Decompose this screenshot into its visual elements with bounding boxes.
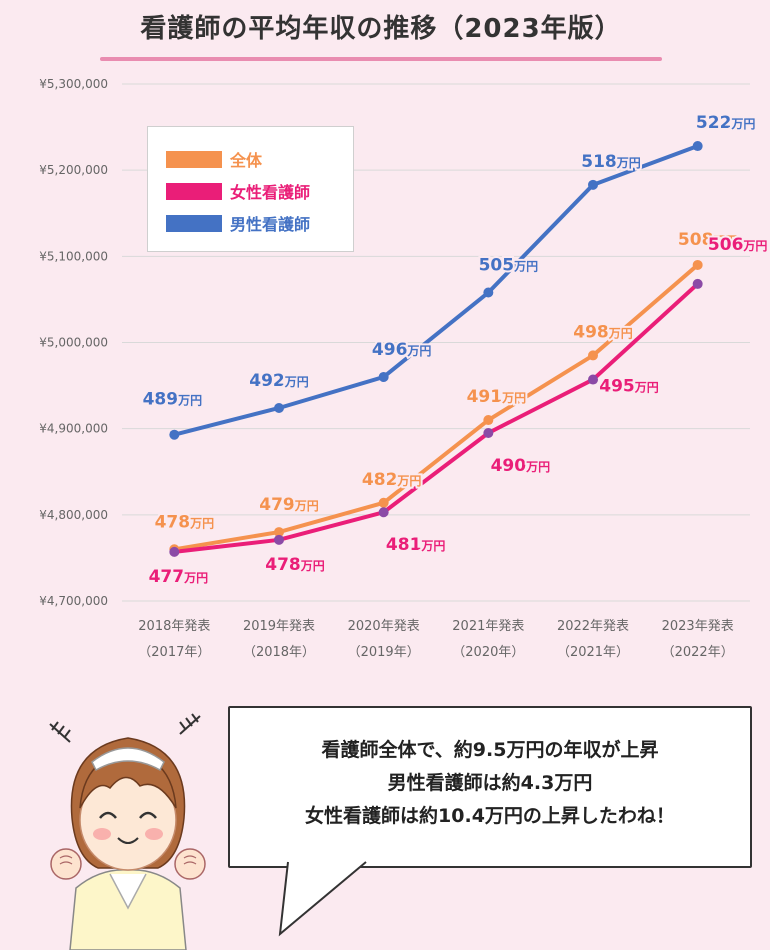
- x-tick-label: （2022年）: [662, 645, 734, 660]
- x-tick-label: 2021年発表: [452, 619, 524, 634]
- data-label-male: 489万円: [143, 390, 203, 410]
- y-tick-label: ¥5,200,000: [39, 163, 108, 177]
- data-label-female: 495万円: [599, 377, 659, 397]
- x-tick-label: 2019年発表: [243, 619, 315, 634]
- data-point-male: [274, 402, 284, 413]
- data-point-male: [588, 179, 598, 190]
- x-tick-label: （2019年）: [348, 645, 420, 660]
- legend-swatch-female: [166, 182, 222, 200]
- data-point-male: [483, 287, 494, 298]
- bubble-line-1: 看護師全体で、約9.5万円の年収が上昇: [321, 739, 659, 761]
- y-tick-label: ¥4,700,000: [39, 594, 108, 608]
- data-labels: 478万円 479万円 482万円 491万円 498万円 508万円 477万円 478万円…: [141, 111, 770, 589]
- legend: 全体 女性看護師 男性看護師: [147, 126, 354, 252]
- series-line-male: [173, 144, 699, 437]
- title-underline: [100, 57, 662, 61]
- bubble-line-2: 男性看護師は約4.3万円: [387, 772, 593, 794]
- legend-item-female: 女性看護師: [166, 179, 310, 203]
- y-axis-ticks: ¥4,700,000 ¥4,800,000 ¥4,900,000 ¥5,000,000…: [39, 77, 108, 608]
- data-point-overall: [588, 350, 598, 361]
- data-label-overall: 482万円: [362, 470, 422, 490]
- speech-bubble-tail: [278, 860, 367, 937]
- y-tick-label: ¥4,900,000: [39, 422, 108, 436]
- chart-title: 看護師の平均年収の推移（2023年版）: [140, 14, 622, 44]
- x-tick-label: 2023年発表: [662, 619, 734, 634]
- y-tick-label: ¥5,100,000: [39, 249, 108, 263]
- data-point-male: [692, 141, 703, 152]
- speech-bubble: 看護師全体で、約9.5万円の年収が上昇 男性看護師は約4.3万円 女性看護師は約…: [228, 706, 752, 868]
- series-points: [169, 141, 703, 557]
- legend-item-male: 男性看護師: [166, 211, 310, 235]
- series-lines: [173, 144, 700, 554]
- legend-label-overall: 全体: [230, 151, 263, 170]
- y-tick-label: ¥4,800,000: [39, 508, 108, 522]
- data-label-female: 490万円: [491, 456, 551, 476]
- data-label-female: 481万円: [386, 535, 446, 555]
- data-point-overall: [483, 415, 494, 426]
- x-tick-label: （2021年）: [557, 645, 629, 660]
- nurse-illustration: [49, 713, 206, 950]
- data-point-female: [274, 534, 284, 545]
- data-label-overall: 478万円: [155, 512, 215, 532]
- series-line-overall: [174, 263, 699, 552]
- data-label-female: 478万円: [265, 555, 325, 575]
- series-line-female: [174, 282, 700, 554]
- data-label-female: 477万円: [149, 567, 209, 587]
- x-tick-label: （2017年）: [138, 645, 210, 660]
- data-label-overall: 491万円: [467, 387, 527, 407]
- data-label-male: 518万円: [581, 152, 641, 172]
- data-point-overall: [274, 527, 284, 538]
- line-chart: ¥4,700,000 ¥4,800,000 ¥4,900,000 ¥5,000,000…: [39, 77, 770, 660]
- data-label-overall: 479万円: [259, 495, 319, 515]
- data-label-female: 506万円: [708, 235, 768, 255]
- data-point-overall: [692, 259, 703, 270]
- bubble-line-3: 女性看護師は約10.4万円の上昇したわね！: [305, 805, 675, 827]
- data-label-overall: 508万円: [678, 230, 738, 250]
- x-tick-label: （2020年）: [452, 645, 524, 660]
- data-point-female: [378, 507, 389, 518]
- data-point-female: [169, 546, 180, 557]
- data-point-female: [588, 374, 598, 385]
- x-axis-ticks: 2018年発表 （2017年） 2019年発表 （2018年） 2020年発表 （2019…: [138, 619, 733, 660]
- legend-swatch-male: [166, 214, 222, 232]
- y-tick-label: ¥5,300,000: [39, 77, 108, 91]
- data-label-male: 492万円: [249, 371, 309, 391]
- data-label-male: 505万円: [479, 256, 539, 276]
- y-tick-label: ¥5,000,000: [39, 336, 108, 350]
- x-tick-label: 2020年発表: [348, 619, 420, 634]
- legend-label-male: 男性看護師: [230, 215, 311, 234]
- data-point-female: [483, 427, 494, 438]
- legend-swatch-overall: [166, 150, 222, 168]
- x-tick-label: （2018年）: [243, 645, 315, 660]
- legend-label-female: 女性看護師: [230, 183, 311, 202]
- speech-bubble-text: 看護師全体で、約9.5万円の年収が上昇 男性看護師は約4.3万円 女性看護師は約…: [230, 734, 750, 833]
- x-tick-label: 2022年発表: [557, 619, 629, 634]
- data-point-male: [378, 371, 389, 382]
- data-label-male: 522万円: [696, 113, 756, 133]
- data-label-male: 496万円: [372, 340, 432, 360]
- data-point-female: [692, 278, 703, 289]
- data-point-male: [169, 429, 180, 440]
- legend-item-overall: 全体: [166, 147, 262, 171]
- x-tick-label: 2018年発表: [138, 619, 210, 634]
- data-label-overall: 498万円: [573, 322, 633, 342]
- data-point-overall: [378, 497, 389, 508]
